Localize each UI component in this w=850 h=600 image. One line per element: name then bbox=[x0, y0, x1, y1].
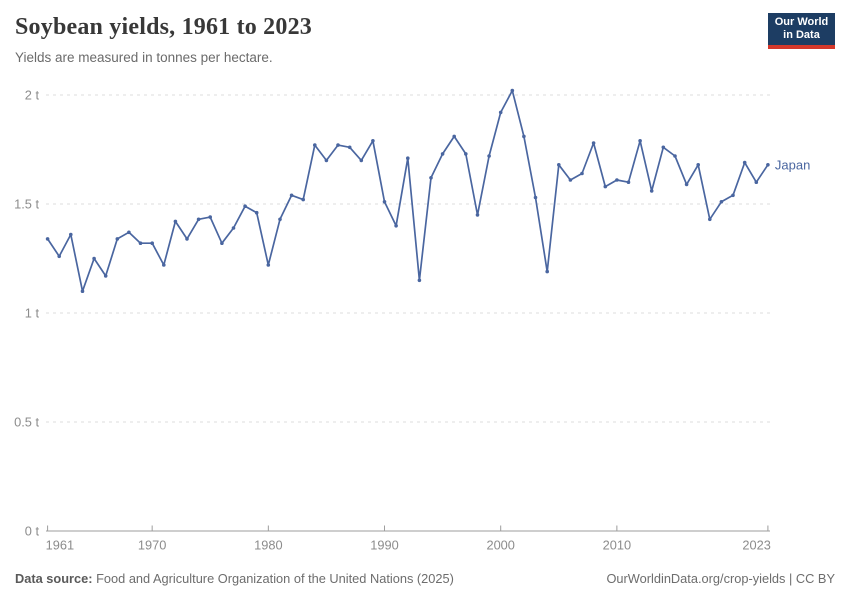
data-point[interactable] bbox=[429, 176, 433, 180]
data-point[interactable] bbox=[162, 263, 166, 267]
x-axis-label: 2010 bbox=[603, 538, 631, 553]
data-point[interactable] bbox=[626, 180, 631, 184]
data-point[interactable] bbox=[440, 152, 445, 156]
data-point[interactable] bbox=[464, 152, 468, 156]
data-point[interactable] bbox=[103, 274, 108, 278]
data-point[interactable] bbox=[638, 139, 642, 143]
data-point[interactable] bbox=[557, 163, 561, 167]
data-point[interactable] bbox=[45, 237, 50, 241]
data-point[interactable] bbox=[742, 160, 747, 165]
data-point[interactable] bbox=[254, 210, 259, 215]
owid-logo-line1: Our World bbox=[774, 16, 829, 29]
data-point[interactable] bbox=[289, 193, 294, 198]
data-point[interactable] bbox=[475, 213, 480, 217]
data-point[interactable] bbox=[673, 154, 677, 158]
data-point[interactable] bbox=[115, 237, 120, 241]
series-label: Japan bbox=[775, 157, 810, 172]
data-source-text: Food and Agriculture Organization of the… bbox=[96, 571, 454, 586]
data-point[interactable] bbox=[696, 163, 700, 167]
x-axis-label: 2000 bbox=[486, 538, 514, 553]
data-point[interactable] bbox=[568, 178, 573, 182]
chart-footer: Data source: Food and Agriculture Organi… bbox=[15, 571, 835, 586]
credit-link[interactable]: OurWorldinData.org/crop-yields | CC BY bbox=[606, 571, 835, 586]
data-point[interactable] bbox=[324, 158, 329, 163]
data-point[interactable] bbox=[347, 145, 352, 150]
data-source: Data source: Food and Agriculture Organi… bbox=[15, 571, 454, 586]
data-point[interactable] bbox=[615, 178, 619, 182]
y-axis-label: 1 t bbox=[25, 306, 40, 321]
data-point[interactable] bbox=[684, 182, 689, 187]
data-point[interactable] bbox=[545, 269, 549, 274]
y-axis-label: 0 t bbox=[25, 524, 40, 539]
data-point[interactable] bbox=[336, 143, 340, 147]
data-point[interactable] bbox=[498, 110, 503, 115]
data-source-label: Data source: bbox=[15, 571, 93, 586]
data-point[interactable] bbox=[150, 241, 154, 245]
data-point[interactable] bbox=[487, 154, 491, 158]
data-point[interactable] bbox=[661, 145, 666, 150]
data-point[interactable] bbox=[394, 224, 398, 228]
data-point[interactable] bbox=[719, 200, 724, 204]
owid-logo-line2: in Data bbox=[783, 29, 820, 41]
data-point[interactable] bbox=[708, 217, 712, 222]
data-point[interactable] bbox=[92, 256, 96, 261]
owid-logo[interactable]: Our World in Data bbox=[768, 13, 835, 49]
data-point[interactable] bbox=[382, 200, 387, 204]
data-point[interactable] bbox=[173, 219, 178, 224]
data-point[interactable] bbox=[359, 158, 364, 163]
data-point[interactable] bbox=[649, 189, 654, 193]
data-point[interactable] bbox=[371, 139, 375, 143]
data-point[interactable] bbox=[533, 195, 538, 200]
x-axis-label: 1990 bbox=[370, 538, 398, 553]
data-point[interactable] bbox=[80, 289, 85, 294]
data-point[interactable] bbox=[301, 197, 306, 202]
data-point[interactable] bbox=[127, 230, 131, 235]
data-point[interactable] bbox=[243, 204, 247, 208]
data-point[interactable] bbox=[185, 237, 189, 241]
data-point[interactable] bbox=[452, 134, 457, 139]
data-point[interactable] bbox=[313, 143, 317, 147]
data-point[interactable] bbox=[231, 226, 236, 230]
data-point[interactable] bbox=[766, 163, 770, 167]
x-axis-label: 1961 bbox=[46, 538, 74, 553]
data-point[interactable] bbox=[417, 278, 422, 283]
data-point[interactable] bbox=[406, 156, 410, 160]
data-point[interactable] bbox=[522, 134, 526, 139]
data-point[interactable] bbox=[580, 171, 584, 176]
data-point[interactable] bbox=[731, 193, 735, 198]
data-point[interactable] bbox=[196, 217, 201, 222]
data-point[interactable] bbox=[138, 241, 143, 245]
y-axis-label: 1.5 t bbox=[14, 197, 39, 212]
data-point[interactable] bbox=[591, 141, 596, 145]
data-line[interactable] bbox=[46, 89, 769, 293]
data-point[interactable] bbox=[278, 217, 282, 222]
x-axis-label: 1970 bbox=[138, 538, 166, 553]
data-point[interactable] bbox=[220, 241, 224, 245]
data-point[interactable] bbox=[510, 88, 515, 93]
data-point[interactable] bbox=[603, 184, 608, 189]
data-point[interactable] bbox=[754, 180, 759, 184]
data-point[interactable] bbox=[57, 254, 61, 259]
y-axis-label: 0.5 t bbox=[14, 415, 39, 430]
data-point[interactable] bbox=[208, 215, 212, 219]
x-axis-label: 2023 bbox=[742, 538, 770, 553]
y-axis-label: 2 t bbox=[25, 88, 40, 103]
data-point[interactable] bbox=[266, 263, 271, 267]
chart-subtitle: Yields are measured in tonnes per hectar… bbox=[15, 50, 273, 65]
data-point[interactable] bbox=[69, 232, 73, 237]
x-axis-label: 1980 bbox=[254, 538, 282, 553]
page-title: Soybean yields, 1961 to 2023 bbox=[15, 14, 312, 40]
